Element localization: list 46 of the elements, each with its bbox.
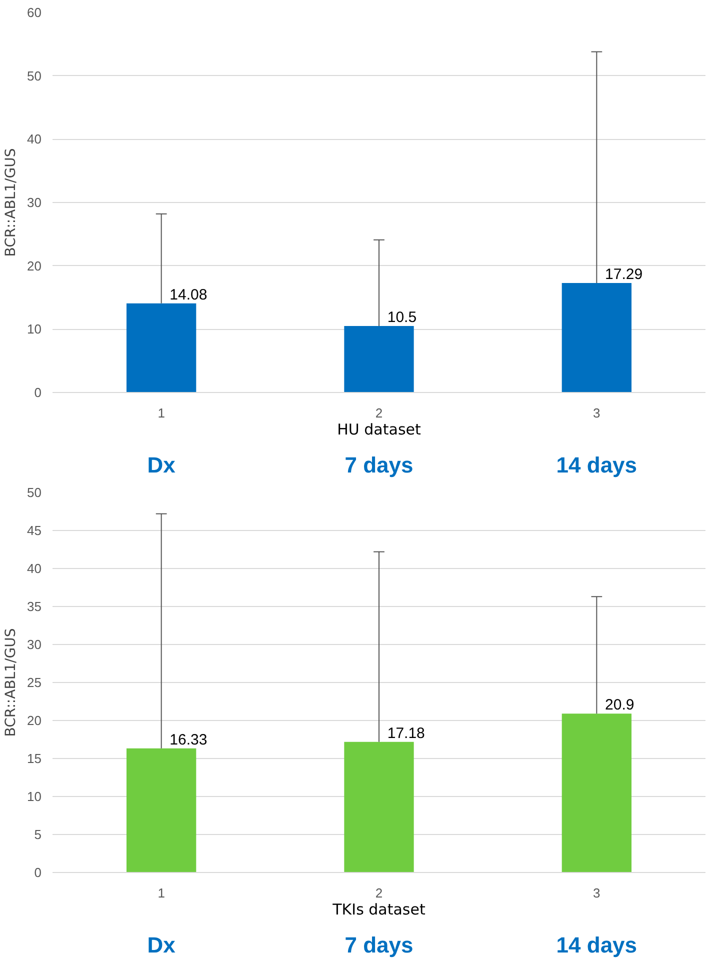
text: Dx [147,932,176,958]
x-tick-label: 3 [593,886,600,900]
data-label: 17.18 [387,724,425,742]
data-label: 10.5 [387,309,417,326]
y-axis-title: BCR::ABL1/GUS [3,148,20,257]
y-tick-label: 45 [27,523,42,538]
y-tick-label: 40 [27,132,42,147]
x-tick-label: 3 [593,406,600,420]
data-label: 17.29 [605,266,643,283]
bar [562,282,632,392]
data-label: 14.08 [170,286,208,304]
y-tick-label: 15 [27,751,42,766]
y-tick-label: 10 [27,322,42,337]
data-label: 16.33 [170,731,208,748]
y-tick-label: 60 [27,5,42,20]
x-axis-title: HU dataset [337,420,421,438]
x-tick-label: 1 [158,406,165,420]
text: 7 days [344,932,414,958]
data-label: 20.9 [605,696,634,714]
text: 7 days [344,452,414,478]
y-tick-label: 50 [27,485,42,500]
bar [126,748,196,872]
bar [126,303,196,392]
x-tick-label: 2 [375,406,383,420]
y-tick-label: 20 [27,258,42,274]
y-tick-label: 30 [27,637,42,652]
y-tick-label: 35 [27,599,42,614]
y-tick-label: 50 [27,68,42,84]
y-tick-label: 30 [27,195,42,210]
bar [344,326,414,392]
bar [344,742,414,872]
x-tick-label: 1 [158,886,165,900]
y-axis-title: BCR::ABL1/GUS [3,628,20,737]
y-tick-label: 0 [34,385,42,400]
y-tick-label: 0 [34,865,42,880]
y-tick-label: 40 [27,561,42,576]
text: Dx [147,452,176,478]
y-tick-label: 5 [34,827,42,842]
bar [562,714,632,872]
y-tick-label: 20 [27,713,42,728]
y-tick-label: 10 [27,789,42,804]
x-axis-title: TKIs dataset [332,900,426,918]
x-tick-label: 2 [375,886,383,900]
text: 14 days [556,452,638,478]
y-tick-label: 25 [27,675,42,690]
text: 14 days [556,932,638,958]
